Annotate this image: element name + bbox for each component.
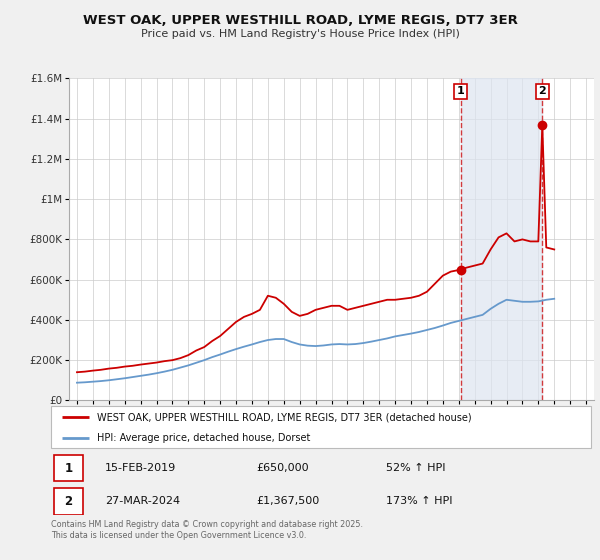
Text: 52% ↑ HPI: 52% ↑ HPI (386, 463, 445, 473)
Text: HPI: Average price, detached house, Dorset: HPI: Average price, detached house, Dors… (97, 433, 310, 443)
Text: £1,367,500: £1,367,500 (256, 496, 319, 506)
Text: 2: 2 (64, 495, 73, 508)
Text: WEST OAK, UPPER WESTHILL ROAD, LYME REGIS, DT7 3ER: WEST OAK, UPPER WESTHILL ROAD, LYME REGI… (83, 14, 517, 27)
Text: 1: 1 (64, 461, 73, 475)
Text: Contains HM Land Registry data © Crown copyright and database right 2025.
This d: Contains HM Land Registry data © Crown c… (51, 520, 363, 540)
Text: 2: 2 (538, 86, 546, 96)
Text: WEST OAK, UPPER WESTHILL ROAD, LYME REGIS, DT7 3ER (detached house): WEST OAK, UPPER WESTHILL ROAD, LYME REGI… (97, 412, 472, 422)
Text: 173% ↑ HPI: 173% ↑ HPI (386, 496, 452, 506)
Text: 27-MAR-2024: 27-MAR-2024 (105, 496, 180, 506)
FancyBboxPatch shape (51, 406, 591, 448)
Text: £650,000: £650,000 (256, 463, 309, 473)
FancyBboxPatch shape (54, 455, 83, 482)
Text: Price paid vs. HM Land Registry's House Price Index (HPI): Price paid vs. HM Land Registry's House … (140, 29, 460, 39)
Bar (461, 78, 542, 400)
Text: 15-FEB-2019: 15-FEB-2019 (105, 463, 176, 473)
Text: 1: 1 (457, 86, 464, 96)
FancyBboxPatch shape (54, 488, 83, 515)
